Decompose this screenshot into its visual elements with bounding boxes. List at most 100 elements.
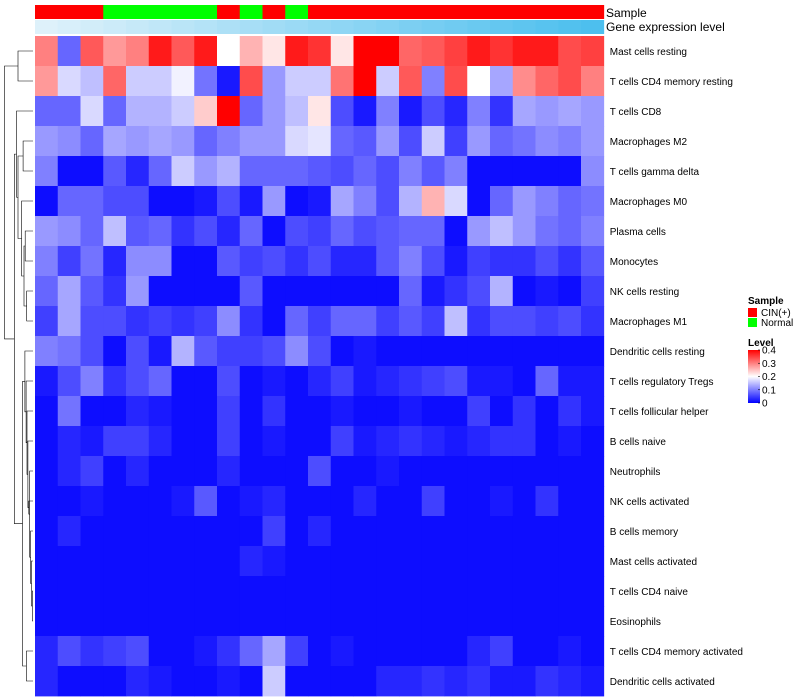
- heatmap-cell: [330, 486, 354, 517]
- heatmap-cell: [490, 396, 514, 427]
- heatmap-cell: [239, 246, 263, 277]
- heatmap-cell: [444, 456, 468, 487]
- heatmap-cell: [490, 96, 514, 127]
- heatmap-cell: [80, 456, 104, 487]
- heatmap-cell: [330, 396, 354, 427]
- heatmap-cell: [308, 306, 332, 337]
- level-tick-label: 0.1: [762, 385, 776, 396]
- heatmap-cell: [285, 216, 309, 247]
- heatmap-cell: [558, 126, 582, 157]
- heatmap-cell: [126, 126, 150, 157]
- heatmap-cell: [421, 366, 445, 397]
- heatmap-cell: [558, 426, 582, 457]
- heatmap-cell: [376, 216, 400, 247]
- sample-annotation-cell: [308, 5, 332, 19]
- heatmap-cell: [353, 666, 377, 697]
- heatmap-cell: [239, 216, 263, 247]
- heatmap-cell: [126, 576, 150, 607]
- heatmap-cell: [421, 66, 445, 97]
- heatmap-cell: [285, 546, 309, 577]
- heatmap-cell: [558, 306, 582, 337]
- heatmap-cell: [558, 36, 582, 67]
- heatmap-cell: [103, 546, 127, 577]
- heatmap-cell: [512, 276, 536, 307]
- heatmap-cell: [444, 606, 468, 637]
- heatmap-cell: [512, 666, 536, 697]
- heatmap-cell: [126, 186, 150, 217]
- heatmap-cell: [57, 636, 81, 667]
- heatmap-cell: [103, 456, 127, 487]
- heatmap-cell: [80, 576, 104, 607]
- heatmap-cell: [239, 396, 263, 427]
- heatmap-cell: [330, 516, 354, 547]
- heatmap-cell: [217, 186, 241, 217]
- heatmap-cell: [535, 486, 559, 517]
- heatmap-cell: [399, 396, 423, 427]
- heatmap-cell: [171, 546, 195, 577]
- heatmap-cell: [194, 66, 218, 97]
- heatmap-cell: [285, 276, 309, 307]
- expression-annotation-cell: [262, 20, 286, 34]
- heatmap-cell: [239, 126, 263, 157]
- heatmap-cell: [285, 396, 309, 427]
- row-labels: Mast cells resting T cells CD4 memory res…: [610, 47, 743, 688]
- heatmap-cell: [512, 576, 536, 607]
- heatmap-cell: [239, 306, 263, 337]
- heatmap-cells: [35, 36, 605, 697]
- heatmap-cell: [57, 96, 81, 127]
- heatmap-cell: [57, 546, 81, 577]
- heatmap-cell: [558, 186, 582, 217]
- heatmap-cell: [376, 516, 400, 547]
- column-annotations: [35, 5, 605, 34]
- heatmap-cell: [103, 426, 127, 457]
- legend-swatch: [748, 318, 757, 327]
- level-tick-label: 0.2: [762, 372, 776, 383]
- row-label: Eosinophils: [610, 617, 661, 628]
- heatmap-cell: [148, 336, 172, 367]
- heatmap-cell: [421, 396, 445, 427]
- heatmap-cell: [194, 576, 218, 607]
- heatmap-cell: [558, 246, 582, 277]
- heatmap-cell: [444, 636, 468, 667]
- heatmap-cell: [148, 546, 172, 577]
- heatmap-cell: [581, 396, 605, 427]
- sample-annotation-cell: [103, 5, 127, 19]
- dendrogram-branch: [4, 65, 18, 340]
- heatmap-cell: [308, 186, 332, 217]
- heatmap-cell: [57, 426, 81, 457]
- sample-annotation-cell: [490, 5, 514, 19]
- heatmap-cell: [194, 486, 218, 517]
- heatmap-cell: [512, 606, 536, 637]
- heatmap-cell: [35, 606, 59, 637]
- heatmap-cell: [148, 96, 172, 127]
- heatmap-cell: [239, 36, 263, 67]
- heatmap-cell: [262, 666, 286, 697]
- heatmap-cell: [490, 576, 514, 607]
- heatmap-cell: [512, 36, 536, 67]
- heatmap-cell: [490, 66, 514, 97]
- heatmap-cell: [262, 186, 286, 217]
- heatmap-cell: [57, 576, 81, 607]
- heatmap-cell: [217, 366, 241, 397]
- heatmap-cell: [376, 426, 400, 457]
- heatmap-cell: [444, 66, 468, 97]
- heatmap-cell: [171, 636, 195, 667]
- heatmap-cell: [399, 636, 423, 667]
- heatmap-cell: [353, 306, 377, 337]
- heatmap-cell: [148, 216, 172, 247]
- heatmap-cell: [490, 336, 514, 367]
- heatmap-cell: [353, 246, 377, 277]
- level-tick-label: 0.3: [762, 359, 776, 370]
- heatmap-cell: [171, 36, 195, 67]
- sample-annotation-cell: [126, 5, 150, 19]
- heatmap-cell: [421, 156, 445, 187]
- heatmap-cell: [444, 246, 468, 277]
- heatmap-cell: [330, 666, 354, 697]
- heatmap-cell: [421, 426, 445, 457]
- heatmap-cell: [217, 396, 241, 427]
- dendrogram-branch: [17, 155, 24, 239]
- heatmap-cell: [217, 156, 241, 187]
- heatmap-cell: [148, 306, 172, 337]
- expression-annotation-cell: [376, 20, 400, 34]
